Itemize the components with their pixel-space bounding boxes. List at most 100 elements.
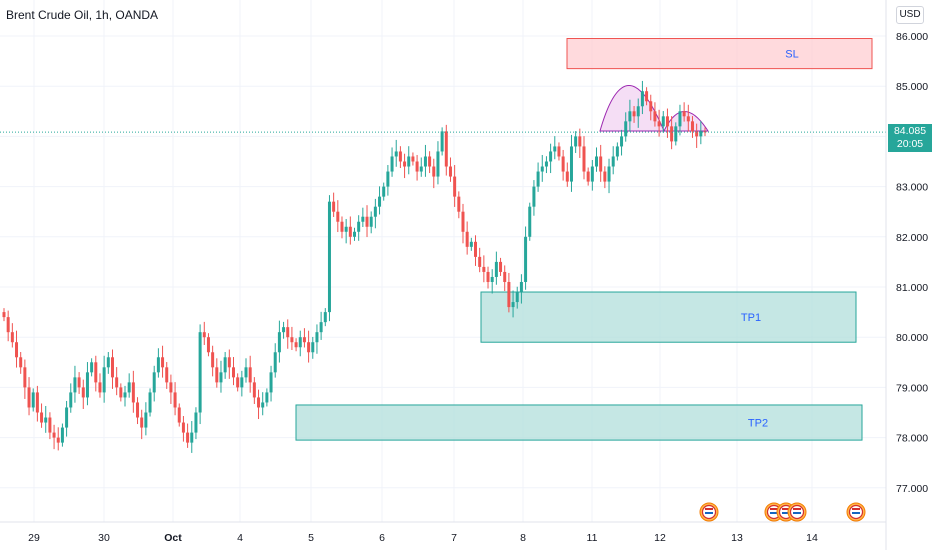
candle-body xyxy=(440,131,444,152)
candle-body xyxy=(665,116,669,127)
candle-body xyxy=(369,216,373,227)
candle-body xyxy=(645,91,649,102)
candle-body xyxy=(40,412,44,423)
candle-body xyxy=(482,266,486,272)
y-tick-label: 85.000 xyxy=(896,81,928,93)
candle-body xyxy=(327,201,331,313)
candle-body xyxy=(670,126,674,142)
x-tick-label: 7 xyxy=(451,532,457,544)
candle-body xyxy=(403,161,407,167)
candle-body xyxy=(390,156,394,172)
candle-body xyxy=(578,136,582,147)
candle-body xyxy=(90,362,94,373)
candle-body xyxy=(340,221,344,232)
candle-body xyxy=(478,256,482,267)
candle-body xyxy=(469,241,473,247)
x-tick-label: 6 xyxy=(379,532,385,544)
candle-body xyxy=(657,121,661,127)
candle-body xyxy=(6,317,10,333)
candle-body xyxy=(582,146,586,172)
candle-body xyxy=(624,121,628,137)
flag-stripe xyxy=(705,512,713,514)
candle-body xyxy=(615,146,619,157)
candle-body xyxy=(699,131,703,137)
candle-body xyxy=(60,427,64,443)
x-tick-label: 8 xyxy=(520,532,526,544)
candle-body xyxy=(227,357,231,368)
candle-body xyxy=(682,111,686,117)
x-tick-label: 5 xyxy=(308,532,314,544)
candle-body xyxy=(628,111,632,122)
candle-body xyxy=(244,367,248,378)
candle-body xyxy=(206,337,210,353)
candle-body xyxy=(144,412,148,428)
candle-body xyxy=(444,131,448,167)
x-tick-label: 29 xyxy=(28,532,40,544)
candle-body xyxy=(115,377,119,388)
candle-body xyxy=(461,211,465,232)
candle-body xyxy=(511,302,515,308)
zone-tp1 xyxy=(480,291,857,343)
candle-body xyxy=(311,342,315,353)
candle-body xyxy=(532,186,536,207)
y-tick-label: 86.000 xyxy=(896,31,928,43)
flag-stripe xyxy=(852,512,860,514)
candle-body xyxy=(620,136,624,147)
y-tick-label: 82.000 xyxy=(896,232,928,244)
candle-body xyxy=(549,151,553,162)
candle-body xyxy=(286,327,290,338)
candle-body xyxy=(494,261,498,277)
candle-body xyxy=(123,392,127,398)
candle-body xyxy=(528,206,532,237)
x-tick-label: 30 xyxy=(98,532,110,544)
candle-body xyxy=(231,367,235,378)
candle-body xyxy=(85,372,89,398)
candle-body xyxy=(398,151,402,162)
candle-body xyxy=(640,91,644,107)
candle-body xyxy=(110,357,114,378)
candle-body xyxy=(173,392,177,408)
candle-body xyxy=(348,226,352,237)
candle-body xyxy=(524,236,528,282)
candle-body xyxy=(632,111,636,117)
candle-body xyxy=(457,196,461,212)
candle-body xyxy=(131,382,135,403)
candle-body xyxy=(240,377,244,388)
candle-body xyxy=(574,136,578,147)
candle-body xyxy=(590,166,594,182)
candle-body xyxy=(177,407,181,423)
y-tick-label: 77.000 xyxy=(896,483,928,495)
zone-sl xyxy=(566,38,873,70)
candle-body xyxy=(77,377,81,388)
candle-body xyxy=(15,342,19,358)
candle-body xyxy=(344,226,348,232)
candle-body xyxy=(2,312,6,318)
candle-body xyxy=(52,432,56,438)
candle-body xyxy=(661,116,665,127)
candle-body xyxy=(636,106,640,117)
currency-button[interactable]: USD xyxy=(896,6,924,24)
candle-body xyxy=(323,312,327,323)
candle-body xyxy=(194,412,198,433)
economic-event-markers[interactable] xyxy=(699,502,866,522)
candle-body xyxy=(190,432,194,443)
candle-body xyxy=(361,216,365,222)
candle-body xyxy=(165,367,169,383)
candle-body xyxy=(282,327,286,333)
candle-body xyxy=(690,121,694,132)
candle-body xyxy=(315,332,319,343)
candle-body xyxy=(181,422,185,433)
zone-label-tp1: TP1 xyxy=(741,312,761,324)
candle-body xyxy=(674,126,678,142)
candle-body xyxy=(219,372,223,383)
candle-body xyxy=(148,392,152,413)
candle-body xyxy=(586,171,590,182)
candle-body xyxy=(378,196,382,207)
chart-grid xyxy=(0,0,886,522)
candle-body xyxy=(236,377,240,388)
candle-body xyxy=(10,332,14,343)
candle-body xyxy=(607,166,611,182)
candle-body xyxy=(490,276,494,282)
candle-body xyxy=(336,211,340,222)
